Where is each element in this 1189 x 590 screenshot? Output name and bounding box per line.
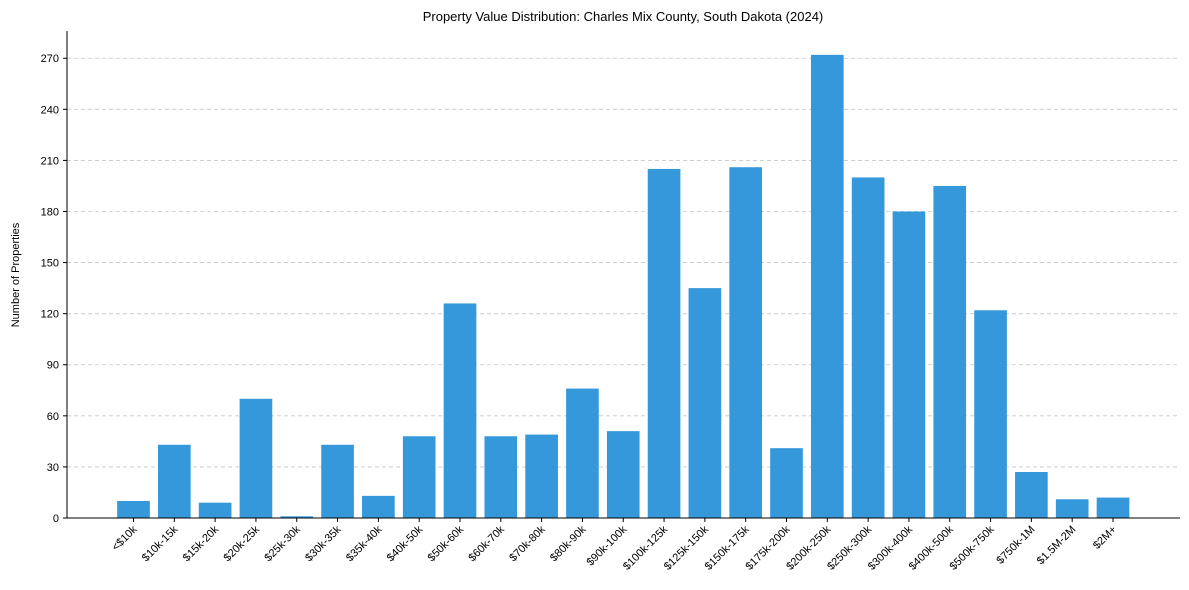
- bar: [1015, 472, 1048, 518]
- x-tick-label: $25k-30k: [262, 523, 303, 564]
- bar: [606, 431, 640, 518]
- y-axis-label: Number of Properties: [10, 222, 22, 327]
- bar: [892, 211, 926, 518]
- x-tick-label: $70k-80k: [507, 523, 548, 564]
- x-tick-label: $20k-25k: [222, 523, 263, 564]
- chart-title: Property Value Distribution: Charles Mix…: [423, 9, 824, 24]
- bar: [239, 398, 273, 518]
- x-tick-label: $35k-40k: [344, 523, 385, 564]
- x-tick-label: $2M+: [1091, 524, 1119, 552]
- x-tick-label: $15k-20k: [181, 523, 222, 564]
- y-tick-label: 180: [41, 206, 59, 218]
- gridlines: [67, 57, 1180, 468]
- bars: [117, 54, 1130, 519]
- bar: [117, 500, 150, 518]
- x-tick-label: $10k-15k: [140, 523, 181, 564]
- bar: [851, 177, 885, 519]
- x-tick-label: $750k-1M: [994, 524, 1037, 567]
- x-axis-ticks: <$10k $10k-15k $15k-20k $20k-25k $25k-30k $30…: [110, 518, 1119, 573]
- x-tick-label: <$10k: [110, 523, 140, 553]
- bar: [443, 303, 477, 518]
- y-tick-label: 150: [41, 258, 59, 270]
- bar: [525, 434, 558, 518]
- bar: [974, 310, 1007, 518]
- y-axis-ticks: 0 30 60 90 120 150 180 210 240 270: [41, 53, 67, 525]
- bar: [770, 448, 803, 518]
- bar: [729, 167, 763, 519]
- x-tick-label: $30k-35k: [303, 523, 344, 564]
- bar: [362, 495, 395, 518]
- bar: [280, 516, 314, 518]
- bar: [198, 502, 232, 518]
- bar: [1096, 497, 1130, 518]
- bar: [1055, 499, 1089, 518]
- y-tick-label: 0: [53, 513, 59, 525]
- y-tick-label: 90: [47, 360, 59, 372]
- bar: [484, 436, 518, 518]
- x-tick-label: $500k-750k: [948, 523, 997, 572]
- bar: [647, 168, 681, 518]
- y-tick-label: 210: [41, 155, 59, 167]
- bar: [566, 388, 599, 518]
- x-tick-label: $60k-70k: [466, 523, 507, 564]
- x-tick-label: $40k-50k: [385, 523, 426, 564]
- y-tick-label: 60: [47, 411, 59, 423]
- bar: [688, 288, 722, 518]
- x-tick-label: $1.5M-2M: [1035, 524, 1079, 568]
- bar: [810, 54, 844, 518]
- y-tick-label: 240: [41, 104, 59, 116]
- x-tick-label: $80k-90k: [548, 523, 589, 564]
- bar: [321, 444, 354, 518]
- y-tick-label: 270: [41, 53, 59, 65]
- y-tick-label: 30: [47, 462, 59, 474]
- x-tick-label: $50k-60k: [426, 523, 467, 564]
- y-tick-label: 120: [41, 309, 59, 321]
- bar: [402, 436, 436, 518]
- bar: [933, 185, 967, 519]
- bar: [157, 444, 191, 518]
